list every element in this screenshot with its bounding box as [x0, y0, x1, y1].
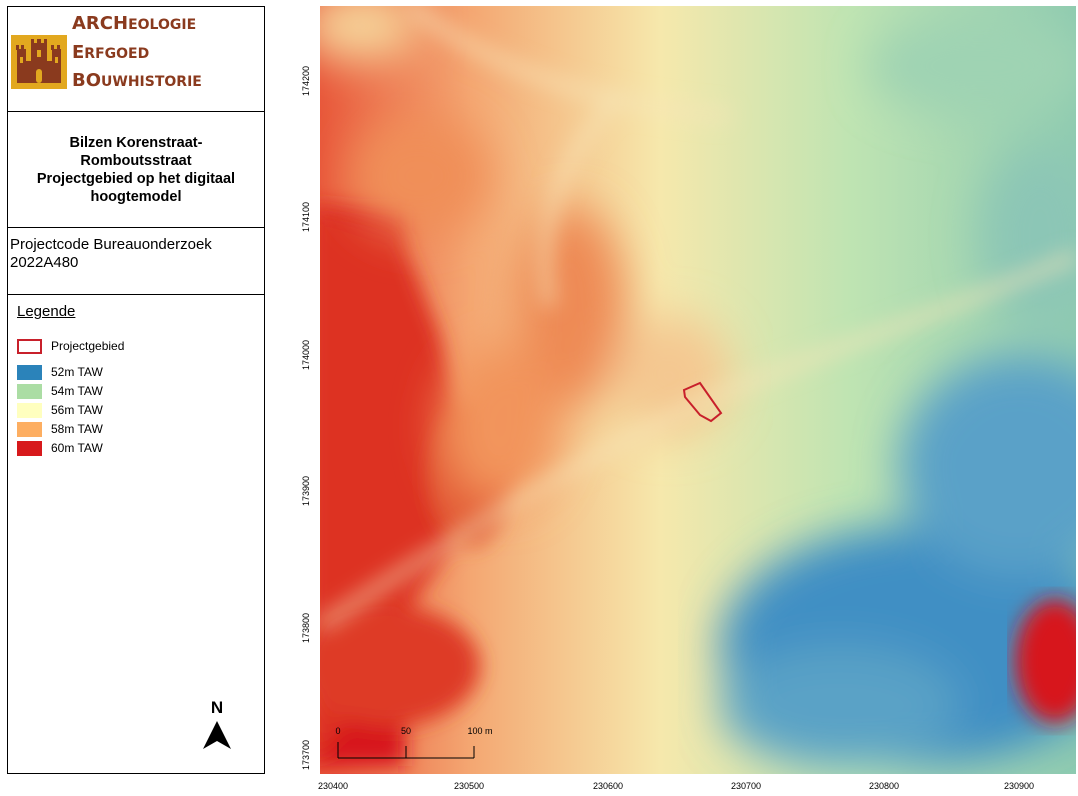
- y-tick-label: 174000: [301, 339, 311, 370]
- logo-line-erfgoed: ERFGOED: [72, 42, 150, 63]
- y-tick-label: 173900: [301, 475, 311, 506]
- x-tick-label: 230400: [318, 781, 349, 791]
- x-tick-label: 230500: [454, 781, 485, 791]
- legend-item-54m: 54m TAW: [17, 383, 103, 399]
- map-title: Bilzen Korenstraat- Romboutsstraat Proje…: [36, 134, 236, 205]
- legend-item-58m: 58m TAW: [17, 421, 103, 437]
- logo-line-archeologie: ARCHEOLOGIE: [72, 13, 197, 34]
- x-tick-label: 230700: [731, 781, 762, 791]
- project-area-outline: [682, 381, 723, 423]
- legend-swatch: [17, 364, 42, 380]
- logo-line-bouwhistorie: BOUWHISTORIE: [72, 70, 202, 91]
- legend-item-52m: 52m TAW: [17, 364, 103, 380]
- elevation-map[interactable]: 0 50 100 m: [320, 6, 1076, 774]
- project-code: Projectcode Bureauonderzoek 2022A480: [10, 236, 212, 271]
- legend-block: Legende Projectgebied 52m TAW 54m TAW 56…: [8, 295, 264, 773]
- logo-block: ARCHEOLOGIE ERFGOED BOUWHISTORIE: [8, 7, 264, 112]
- legend-item-56m: 56m TAW: [17, 402, 103, 418]
- scale-label-100: 100 m: [467, 726, 492, 736]
- legend-swatch: [17, 383, 42, 399]
- map-title-block: Bilzen Korenstraat- Romboutsstraat Proje…: [8, 112, 264, 228]
- y-tick-label: 174100: [301, 201, 311, 232]
- elevation-raster: 0 50 100 m: [320, 6, 1076, 774]
- y-tick-label: 173800: [301, 612, 311, 643]
- castle-logo-icon: [11, 35, 67, 89]
- map-info-panel: ARCHEOLOGIE ERFGOED BOUWHISTORIE Bilzen …: [7, 6, 265, 774]
- legend-title: Legende: [17, 303, 76, 320]
- north-arrow-icon: N: [203, 698, 231, 749]
- x-tick-label: 230600: [593, 781, 624, 791]
- legend-swatch: [17, 440, 42, 456]
- project-code-block: Projectcode Bureauonderzoek 2022A480: [8, 228, 264, 295]
- x-tick-label: 230800: [869, 781, 900, 791]
- x-tick-label: 230900: [1004, 781, 1035, 791]
- y-tick-label: 174200: [301, 65, 311, 96]
- y-tick-label: 173700: [301, 739, 311, 770]
- legend-swatch: [17, 402, 42, 418]
- legend-item-60m: 60m TAW: [17, 440, 103, 456]
- scale-label-50: 50: [401, 726, 411, 736]
- legend-swatch: [17, 338, 42, 354]
- scale-label-0: 0: [335, 726, 340, 736]
- svg-text:N: N: [211, 698, 223, 717]
- legend-item-projectgebied: Projectgebied: [17, 338, 124, 354]
- scale-bar: [337, 742, 475, 759]
- legend-swatch: [17, 421, 42, 437]
